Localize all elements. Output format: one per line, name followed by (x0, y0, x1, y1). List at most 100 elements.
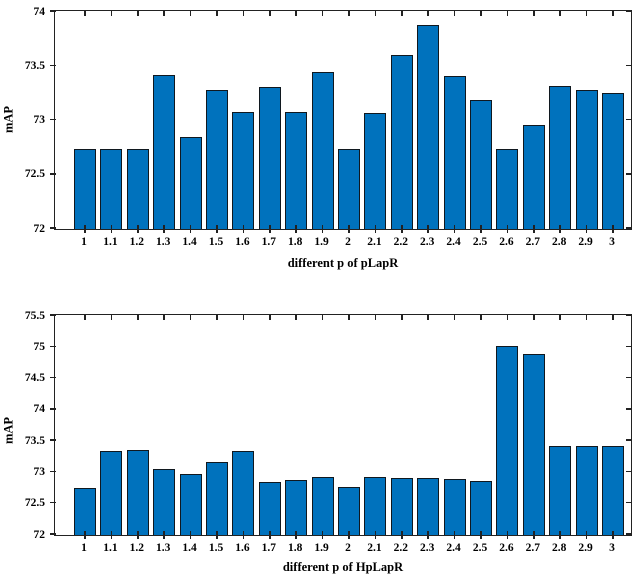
bar-p-2.8 (549, 446, 572, 535)
x-tick-label-2.6: 2.6 (499, 236, 514, 248)
y-tick-mark (49, 10, 56, 12)
x-tick-mark (374, 531, 377, 539)
x-tick-mark (242, 225, 245, 233)
x-tick-mark (506, 225, 509, 233)
bar-p-1.2 (126, 449, 149, 535)
bar-p-1.1 (100, 451, 123, 535)
x-tick-mark (612, 225, 614, 233)
x-tick-label-2: 2 (345, 542, 351, 554)
bar-p-2.3 (417, 25, 440, 229)
x-tick-mark (533, 531, 535, 539)
x-tick-mark (533, 315, 535, 320)
bar-p-1.9 (311, 71, 334, 229)
x-tick-mark (559, 225, 561, 233)
bar-p-2.9 (575, 90, 598, 229)
x-tick-mark (189, 11, 192, 16)
bar-p-2.9 (575, 446, 598, 535)
bar-p-2.8 (549, 85, 572, 229)
y-tick-mark (49, 227, 56, 229)
y-tick-label-72.5: 72.5 (24, 168, 45, 181)
y-tick-mark (626, 314, 631, 316)
x-tick-mark (559, 531, 561, 539)
x-tick-label-1.7: 1.7 (261, 236, 276, 248)
y-tick-mark (49, 439, 56, 441)
x-tick-mark (189, 225, 192, 233)
y-tick-label-72.5: 72.5 (24, 497, 45, 510)
x-tick-label-1.3: 1.3 (156, 542, 171, 554)
x-tick-label-2.3: 2.3 (420, 542, 435, 554)
x-tick-mark (110, 531, 113, 539)
bar-p-2.1 (364, 112, 387, 229)
x-tick-label-1.9: 1.9 (314, 542, 329, 554)
x-tick-mark (453, 531, 456, 539)
bar-p-2.1 (364, 477, 387, 535)
x-tick-mark (216, 225, 218, 233)
y-tick-label-72: 72 (33, 528, 46, 541)
bar-p-2.5 (470, 99, 492, 229)
bar-p-1.7 (258, 86, 281, 229)
x-tick-mark (585, 11, 588, 16)
x-tick-mark (427, 225, 429, 233)
y-tick-mark (626, 439, 631, 441)
x-tick-mark (585, 315, 588, 320)
bar-p-3 (602, 93, 624, 229)
x-tick-label-2.1: 2.1 (367, 236, 382, 248)
x-tick-mark (612, 315, 614, 320)
x-tick-mark (559, 315, 561, 320)
x-tick-mark (374, 315, 377, 320)
x-tick-mark (242, 315, 245, 320)
x-tick-mark (216, 531, 218, 539)
y-tick-mark (626, 470, 631, 473)
bar-p-2 (338, 148, 360, 229)
x-tick-mark (295, 225, 297, 233)
x-tick-mark (480, 225, 482, 233)
x-tick-label-1.8: 1.8 (288, 542, 303, 554)
y-tick-mark (49, 345, 56, 348)
plot-area-plapr (49, 10, 632, 233)
x-tick-mark (374, 11, 377, 16)
x-tick-mark (110, 315, 113, 320)
x-tick-mark (427, 315, 429, 320)
y-tick-mark (49, 376, 56, 379)
bar-p-2.3 (417, 478, 440, 535)
x-tick-mark (480, 315, 482, 320)
x-tick-label-1.6: 1.6 (235, 542, 250, 554)
x-tick-label-3: 3 (609, 542, 615, 554)
x-tick-label-2: 2 (345, 236, 351, 248)
x-tick-label-2.2: 2.2 (393, 236, 408, 248)
x-tick-label-2.7: 2.7 (525, 236, 540, 248)
y-tick-mark (49, 501, 56, 504)
y-tick-label-73: 73 (33, 465, 46, 478)
x-tick-mark (163, 11, 165, 16)
y-tick-mark (626, 345, 631, 348)
x-tick-mark (242, 11, 245, 16)
y-tick-mark (626, 64, 631, 66)
bar-p-1.5 (206, 462, 228, 535)
x-tick-mark (137, 531, 139, 539)
y-tick-label-75: 75 (33, 340, 46, 353)
x-tick-mark (110, 225, 113, 233)
x-tick-mark (506, 315, 509, 320)
x-tick-mark (321, 11, 324, 16)
x-tick-mark (480, 11, 482, 16)
x-tick-mark (374, 225, 377, 233)
y-tick-label-72: 72 (33, 222, 46, 235)
y-tick-mark (626, 227, 631, 229)
x-tick-mark (269, 225, 271, 233)
x-tick-mark (321, 225, 324, 233)
bar-p-1.3 (153, 469, 176, 535)
x-tick-label-2.7: 2.7 (525, 542, 540, 554)
y-tick-mark (626, 533, 631, 535)
x-tick-label-2.5: 2.5 (472, 236, 488, 248)
x-tick-mark (216, 315, 218, 320)
bar-p-1.4 (179, 136, 202, 229)
y-tick-mark (626, 118, 631, 121)
x-tick-label-2.6: 2.6 (499, 542, 514, 554)
y-tick-mark (626, 173, 631, 175)
bar-p-2.2 (390, 478, 413, 535)
y-tick-mark (49, 408, 56, 410)
x-tick-mark (295, 315, 297, 320)
x-tick-label-1.9: 1.9 (314, 236, 329, 248)
x-tick-mark (137, 11, 139, 16)
